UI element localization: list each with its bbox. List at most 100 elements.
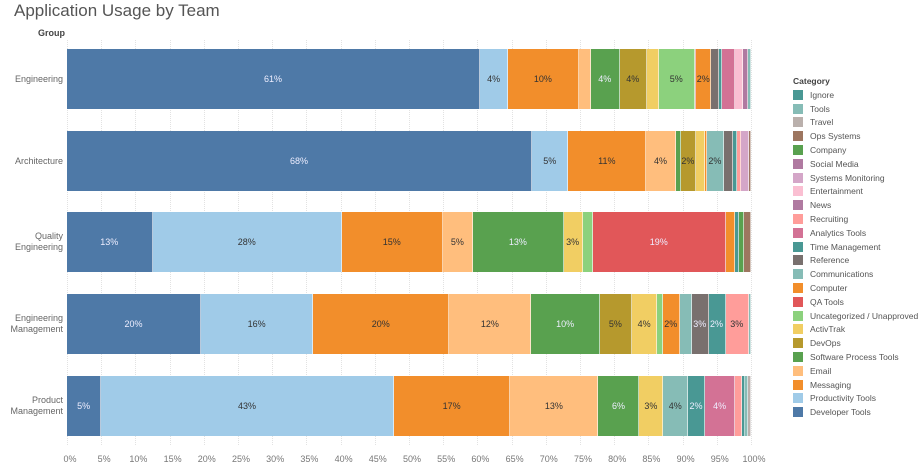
bar-segment[interactable] xyxy=(679,294,693,354)
bar-segment[interactable] xyxy=(582,212,593,272)
legend-item[interactable]: Ops Systems xyxy=(793,129,918,143)
bar-segment[interactable]: 2% xyxy=(662,294,680,354)
legend-item[interactable]: Ignore xyxy=(793,88,918,102)
bar-segment[interactable] xyxy=(723,131,734,191)
legend-item[interactable]: Uncategorized / Unapproved xyxy=(793,309,918,323)
bar-segment[interactable]: 43% xyxy=(101,376,394,436)
legend-item[interactable]: Communications xyxy=(793,267,918,281)
bar-segment[interactable] xyxy=(705,131,708,191)
legend-item[interactable]: Messaging xyxy=(793,378,918,392)
bar-segment[interactable]: 3% xyxy=(692,294,709,354)
bar-segment[interactable] xyxy=(741,131,749,191)
bar-segment[interactable] xyxy=(748,49,751,109)
legend-item[interactable]: QA Tools xyxy=(793,295,918,309)
bar-segment[interactable]: 5% xyxy=(532,131,569,191)
bar-segment[interactable]: 4% xyxy=(663,376,689,436)
bar-segment[interactable]: 19% xyxy=(592,212,726,272)
bar-segment[interactable]: 2% xyxy=(708,294,726,354)
bar-segment[interactable] xyxy=(735,49,743,109)
legend-item[interactable]: Tools xyxy=(793,102,918,116)
legend-item[interactable]: Time Management xyxy=(793,240,918,254)
bar-segment[interactable] xyxy=(675,131,682,191)
legend-label: Tools xyxy=(810,103,830,114)
bar-segment[interactable] xyxy=(646,49,659,109)
legend-item[interactable]: Travel xyxy=(793,116,918,130)
bar-segment[interactable]: 20% xyxy=(313,294,450,354)
bar-segment[interactable]: 68% xyxy=(67,131,533,191)
bar-segment[interactable] xyxy=(744,212,751,272)
bar-segment[interactable]: 13% xyxy=(510,376,599,436)
bar-segment[interactable] xyxy=(733,131,737,191)
bar-segment[interactable]: 5% xyxy=(658,49,695,109)
legend-item[interactable]: Entertainment xyxy=(793,185,918,199)
bar-segment[interactable]: 12% xyxy=(449,294,532,354)
bar-segment[interactable] xyxy=(744,376,748,436)
bar-segment[interactable]: 4% xyxy=(619,49,647,109)
bar-segment[interactable] xyxy=(742,376,745,436)
bar-segment[interactable]: 4% xyxy=(631,294,658,354)
bar-segment[interactable]: 2% xyxy=(707,131,724,191)
bar-segment[interactable]: 11% xyxy=(568,131,647,191)
bar-segment[interactable] xyxy=(718,49,722,109)
bar-segment[interactable] xyxy=(748,131,751,191)
bar-segment[interactable]: 4% xyxy=(480,49,509,109)
legend-item[interactable]: Computer xyxy=(793,281,918,295)
bar-segment[interactable]: 13% xyxy=(473,212,564,272)
bar-segment[interactable]: 2% xyxy=(696,49,712,109)
bar-segment[interactable]: 20% xyxy=(67,294,202,354)
legend-item[interactable]: Analytics Tools xyxy=(793,226,918,240)
legend-item[interactable]: Reference xyxy=(793,254,918,268)
bar-segment[interactable]: 4% xyxy=(646,131,676,191)
data-label: 4% xyxy=(637,319,651,329)
bar-segment[interactable]: 28% xyxy=(152,212,342,272)
legend-item[interactable]: Social Media xyxy=(793,157,918,171)
group-label: Quality Engineering xyxy=(14,231,63,252)
legend-item[interactable]: DevOps xyxy=(793,336,918,350)
bar-segment[interactable] xyxy=(735,376,743,436)
bar-segment[interactable]: 4% xyxy=(705,376,736,436)
bar-segment[interactable]: 3% xyxy=(725,294,749,354)
bar-segment[interactable] xyxy=(738,212,745,272)
legend-item[interactable]: Software Process Tools xyxy=(793,350,918,364)
bar-segment[interactable] xyxy=(694,49,697,109)
bar-segment[interactable]: 4% xyxy=(590,49,620,109)
bar-segment[interactable] xyxy=(736,131,742,191)
bar-segment[interactable]: 10% xyxy=(531,294,600,354)
legend-item[interactable]: Recruiting xyxy=(793,212,918,226)
bar-segment[interactable] xyxy=(725,212,736,272)
bar-segment[interactable] xyxy=(747,376,751,436)
bar-segment[interactable]: 15% xyxy=(341,212,443,272)
data-label: 5% xyxy=(450,237,464,247)
bar-segment[interactable] xyxy=(695,131,706,191)
bar-segment[interactable]: 16% xyxy=(201,294,314,354)
bar-segment[interactable]: 6% xyxy=(598,376,640,436)
bar-segment[interactable]: 10% xyxy=(508,49,579,109)
bar-segment[interactable] xyxy=(721,49,736,109)
legend-item[interactable]: Developer Tools xyxy=(793,405,918,419)
bar-segment[interactable]: 17% xyxy=(393,376,511,436)
bar-segment[interactable]: 13% xyxy=(67,212,153,272)
bar-segment[interactable]: 3% xyxy=(563,212,583,272)
bar-segment[interactable]: 61% xyxy=(67,49,481,109)
legend-label: Computer xyxy=(810,283,848,294)
legend-item[interactable]: Email xyxy=(793,364,918,378)
legend-item[interactable]: ActivTrak xyxy=(793,323,918,337)
bar-segment[interactable]: 5% xyxy=(67,376,102,436)
bar-segment[interactable]: 3% xyxy=(639,376,664,436)
bar-segment[interactable] xyxy=(742,49,749,109)
bar-segment[interactable]: 2% xyxy=(681,131,696,191)
bar-segment[interactable] xyxy=(657,294,663,354)
legend-item[interactable]: Company xyxy=(793,143,918,157)
legend-item[interactable]: News xyxy=(793,198,918,212)
bar-segment[interactable] xyxy=(735,212,739,272)
bar-segment[interactable]: 5% xyxy=(599,294,632,354)
bar-segment[interactable] xyxy=(711,49,719,109)
legend-swatch xyxy=(793,172,803,183)
bar-segment[interactable]: 2% xyxy=(688,376,706,436)
legend-swatch xyxy=(793,158,803,169)
bar-segment[interactable] xyxy=(748,294,751,354)
bar-segment[interactable]: 5% xyxy=(442,212,474,272)
bar-segment[interactable] xyxy=(578,49,591,109)
legend-item[interactable]: Productivity Tools xyxy=(793,392,918,406)
legend-item[interactable]: Systems Monitoring xyxy=(793,171,918,185)
